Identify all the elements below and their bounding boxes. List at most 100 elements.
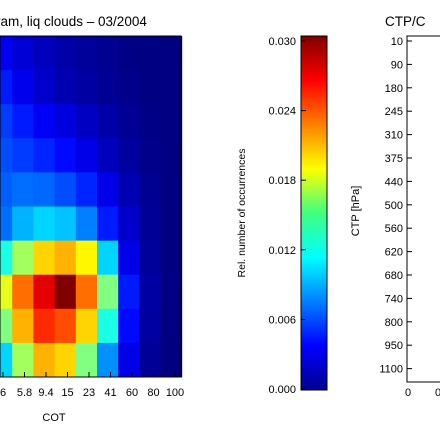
heatmap-cell bbox=[54, 172, 77, 207]
heatmap-cell bbox=[54, 274, 77, 310]
heatmap-cell bbox=[97, 206, 119, 241]
heatmap-cell bbox=[0, 308, 13, 344]
heatmap-cell bbox=[139, 274, 161, 310]
colorbar-tick-label: 0.030 bbox=[268, 36, 296, 48]
heatmap-cell bbox=[54, 70, 77, 105]
heatmap-cell bbox=[75, 240, 98, 276]
heatmap-cell bbox=[139, 342, 161, 378]
ctp-tick-label: 245 bbox=[385, 106, 403, 118]
ctp-tick-label: 950 bbox=[385, 340, 403, 352]
ctp-tick-label: 740 bbox=[385, 293, 403, 305]
colorbar-tick-label: 0.024 bbox=[268, 106, 296, 118]
heatmap-cell bbox=[75, 172, 98, 207]
heatmap-cell bbox=[139, 138, 161, 173]
heatmap-cell bbox=[160, 70, 183, 105]
heatmap-cell bbox=[33, 138, 55, 173]
heatmap-cell bbox=[75, 36, 98, 71]
heatmap-cell bbox=[118, 104, 140, 139]
heatmap-cell bbox=[33, 70, 55, 105]
heatmap-title: ram, liq clouds – 03/2004 bbox=[0, 14, 147, 29]
heatmap-cell bbox=[160, 342, 183, 378]
heatmap-cell bbox=[33, 172, 55, 207]
heatmap-cell bbox=[75, 104, 98, 139]
heatmap-cell bbox=[12, 172, 34, 207]
heatmap-cell bbox=[97, 138, 119, 173]
heatmap-x-tick-label: 80 bbox=[147, 387, 159, 399]
right-panel-x-tick-label: 0.3 bbox=[435, 387, 440, 399]
colorbar-tick-label: 0.006 bbox=[268, 314, 296, 326]
ctp-tick-label: 620 bbox=[385, 247, 403, 259]
colorbar-tick-label: 0.012 bbox=[268, 245, 296, 257]
ctp-tick-label: 680 bbox=[385, 270, 403, 282]
ctp-tick-label: 1100 bbox=[379, 364, 403, 376]
right-panel-frame bbox=[406, 35, 440, 383]
heatmap-x-tick-label: 9.4 bbox=[38, 387, 53, 399]
heatmap-cell bbox=[12, 206, 34, 241]
heatmap-cell bbox=[118, 240, 140, 276]
ctp-tick-label: 180 bbox=[385, 83, 403, 95]
heatmap-cell bbox=[75, 274, 98, 310]
heatmap-cell bbox=[0, 274, 13, 310]
heatmap-cell bbox=[118, 36, 140, 71]
heatmap-cell bbox=[12, 308, 34, 344]
heatmap-cell bbox=[118, 172, 140, 207]
heatmap-cell bbox=[54, 104, 77, 139]
heatmap-cell bbox=[75, 138, 98, 173]
heatmap-x-tick-label: 6 bbox=[0, 387, 6, 399]
heatmap-cell bbox=[118, 274, 140, 310]
heatmap-cell bbox=[33, 206, 55, 241]
heatmap-x-tick-label: 100 bbox=[166, 387, 184, 399]
ctp-tick-label: 800 bbox=[385, 317, 403, 329]
heatmap-cell bbox=[12, 274, 34, 310]
heatmap-cell bbox=[33, 308, 55, 344]
colorbar-tick-label: 0.000 bbox=[268, 384, 296, 396]
ctp-tick-label: 310 bbox=[385, 130, 403, 142]
heatmap-cell bbox=[139, 206, 161, 241]
heatmap-cell bbox=[97, 70, 119, 105]
heatmap-cell bbox=[12, 342, 34, 378]
heatmap-cell bbox=[160, 172, 183, 207]
ctp-tick-label: 500 bbox=[385, 200, 403, 212]
heatmap-cell bbox=[118, 342, 140, 378]
heatmap-cell bbox=[97, 274, 119, 310]
heatmap-cell bbox=[0, 172, 13, 207]
heatmap-cell bbox=[12, 240, 34, 276]
heatmap-cell bbox=[0, 138, 13, 173]
colorbar bbox=[300, 35, 328, 391]
heatmap-cell bbox=[139, 36, 161, 71]
heatmap-cell bbox=[139, 104, 161, 139]
heatmap-cell bbox=[97, 104, 119, 139]
heatmap-cell bbox=[33, 274, 55, 310]
heatmap-cell bbox=[139, 240, 161, 276]
ctp-ticks: 10 90 180 245 310 375 440 500 560 620 680 740 800 950… bbox=[379, 36, 412, 376]
heatmap-cell bbox=[12, 70, 34, 105]
heatmap-cell bbox=[0, 342, 13, 378]
heatmap-cell bbox=[12, 138, 34, 173]
heatmap-cell bbox=[97, 36, 119, 71]
right-panel-x-tick-label: 0 bbox=[405, 387, 411, 399]
heatmap-cell bbox=[33, 240, 55, 276]
heatmap-cell bbox=[118, 70, 140, 105]
heatmap-cell bbox=[160, 104, 183, 139]
heatmap-cell bbox=[12, 104, 34, 139]
right-panel-y-axis-label: CTP [hPa] bbox=[350, 186, 362, 237]
heatmap-cell bbox=[139, 308, 161, 344]
right-panel-title: CTP/C bbox=[385, 14, 426, 29]
heatmap-cell bbox=[54, 308, 77, 344]
heatmap-cell bbox=[0, 70, 13, 105]
colorbar-tick-label: 0.018 bbox=[268, 175, 296, 187]
heatmap-cell bbox=[160, 138, 183, 173]
heatmap-cell bbox=[75, 206, 98, 241]
heatmap-cell bbox=[118, 206, 140, 241]
heatmap-cell bbox=[33, 104, 55, 139]
heatmap-cell bbox=[33, 36, 55, 71]
heatmap-cell bbox=[160, 240, 183, 276]
heatmap-cell bbox=[0, 104, 13, 139]
heatmap-x-tick-label: 23 bbox=[83, 387, 95, 399]
ctp-tick-label: 440 bbox=[385, 176, 403, 188]
heatmap-cell bbox=[160, 206, 183, 241]
heatmap-x-tick-label: 15 bbox=[61, 387, 73, 399]
heatmap-cell bbox=[160, 36, 183, 71]
heatmap-cell bbox=[54, 138, 77, 173]
